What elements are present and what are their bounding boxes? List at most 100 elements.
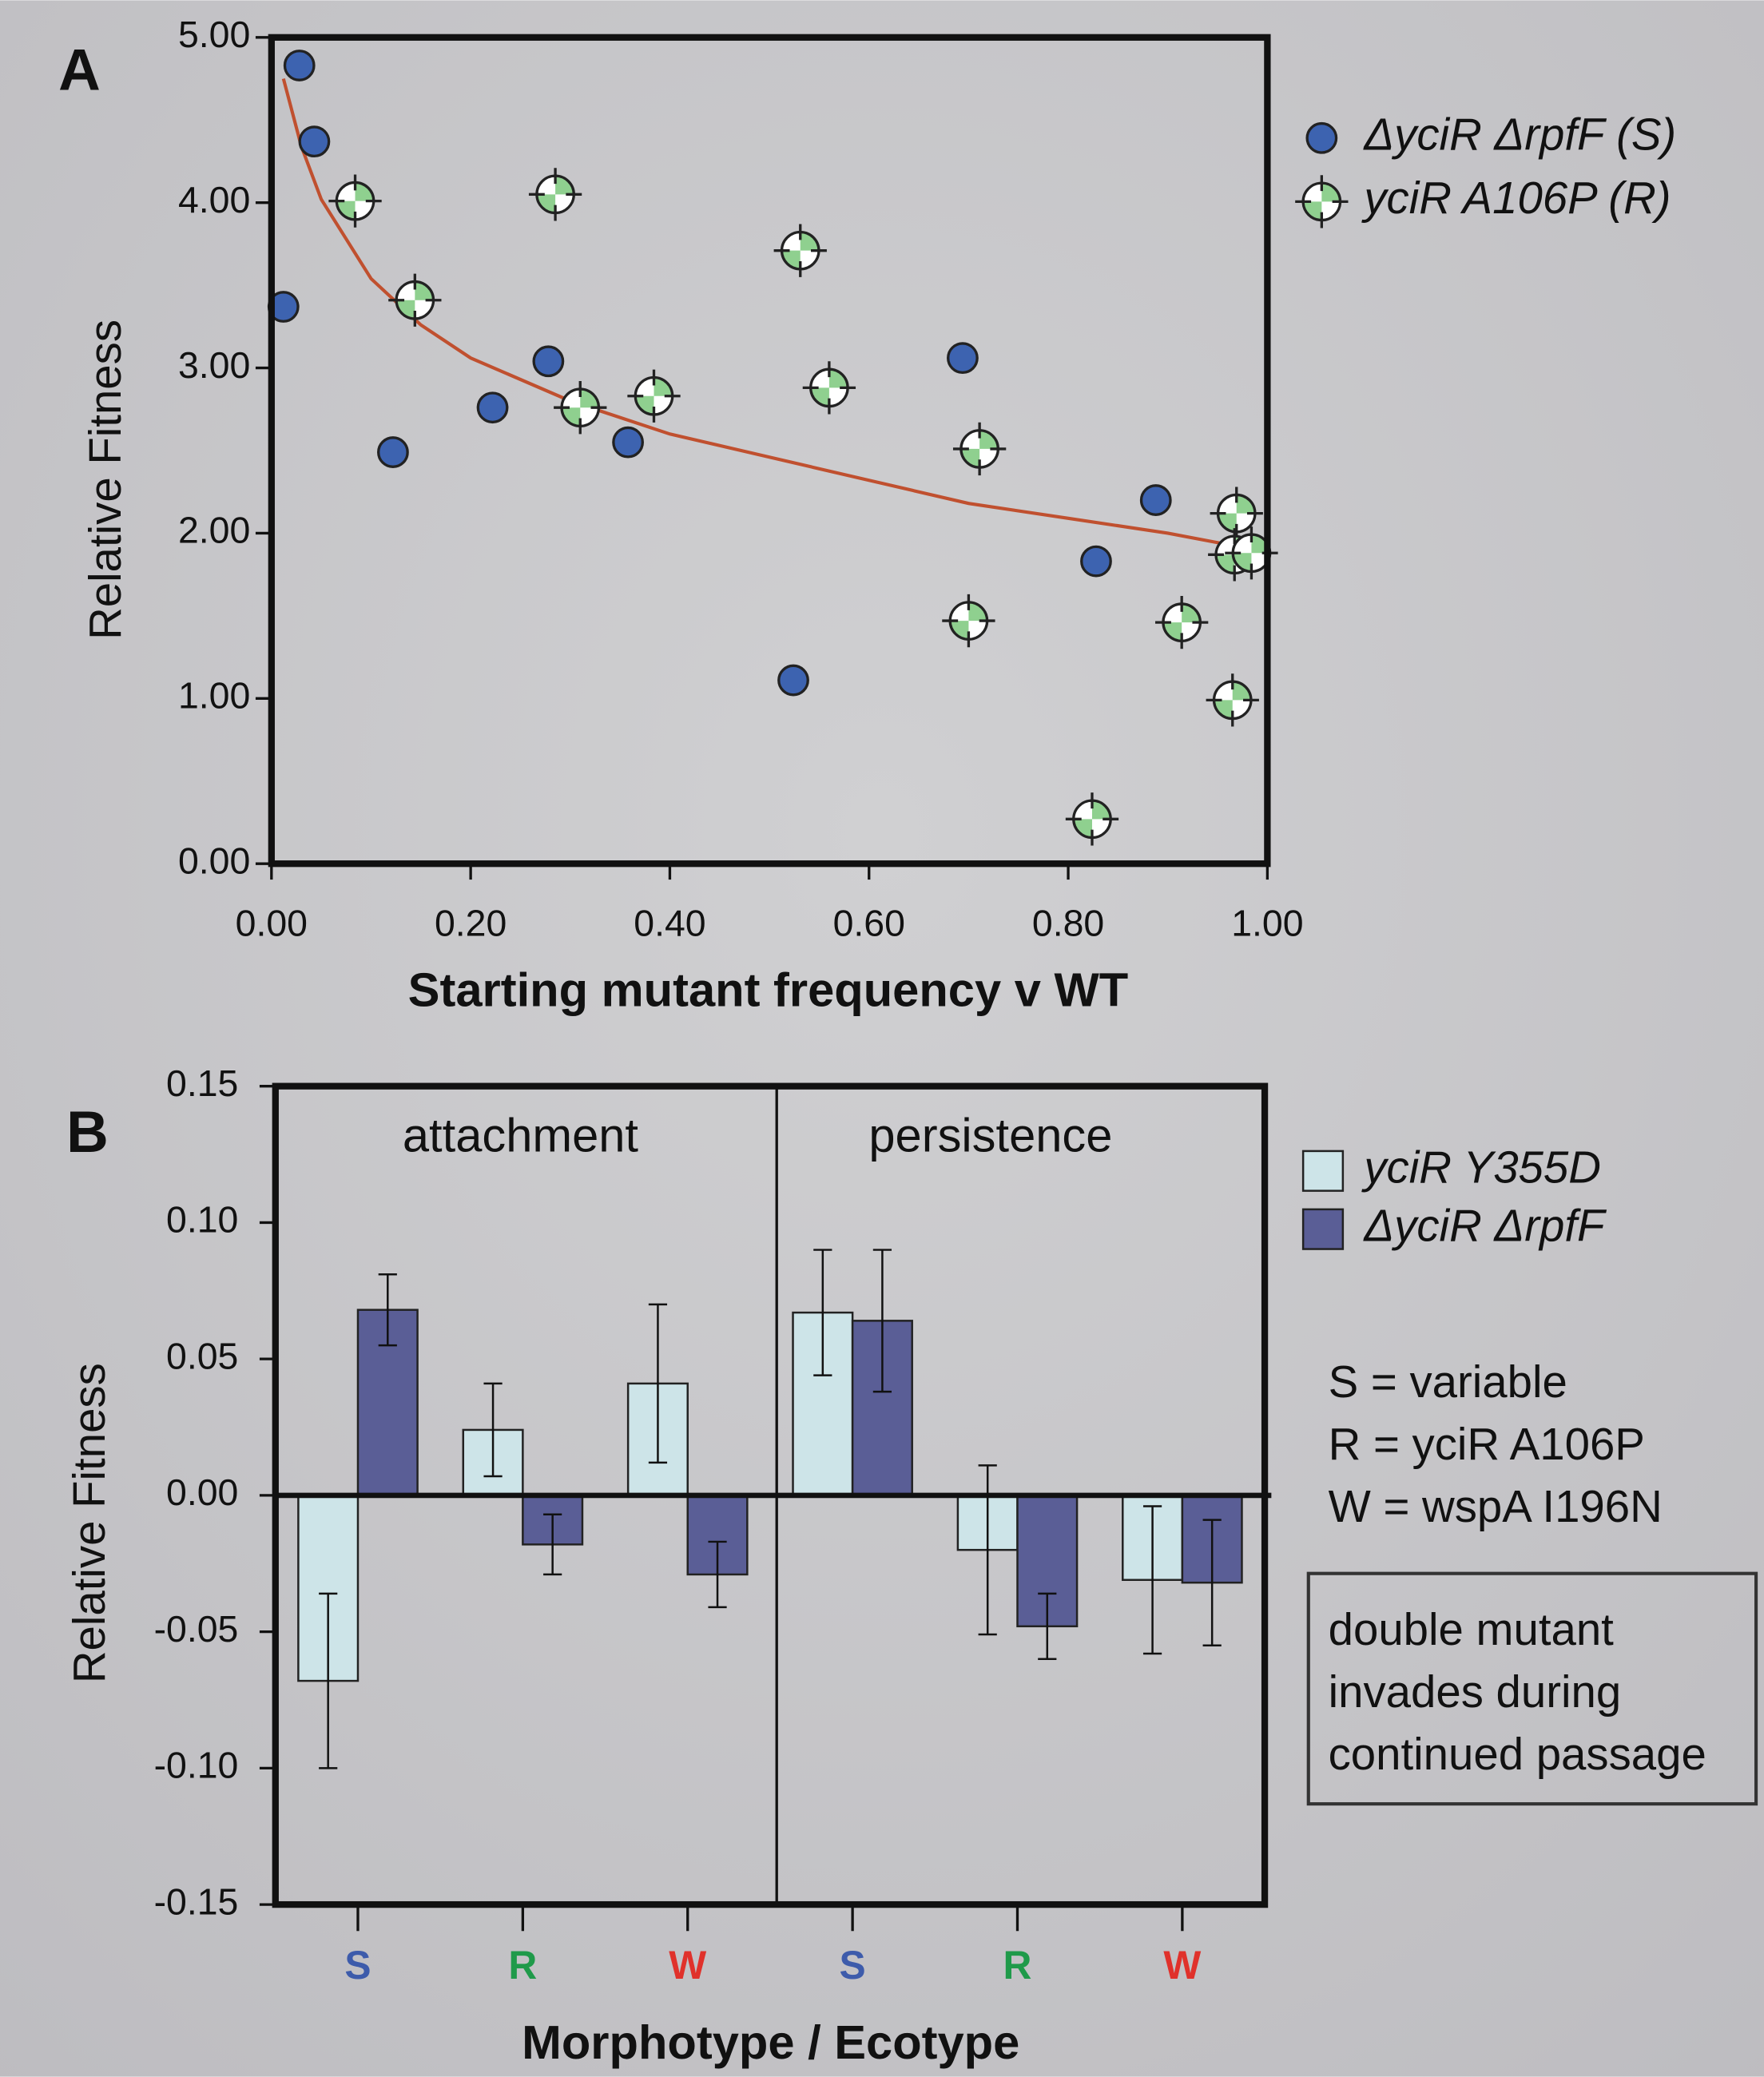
error-bar xyxy=(872,1249,892,1393)
y-tick-label: 5.00 xyxy=(178,14,250,55)
x-tick-label: R xyxy=(508,1943,537,1988)
error-bar xyxy=(708,1540,727,1609)
x-tick-label: 0.80 xyxy=(1032,902,1104,943)
marker-quarters xyxy=(1073,800,1111,838)
legend-swatch xyxy=(1301,1150,1345,1192)
error-bar xyxy=(543,1513,562,1576)
legend-marker xyxy=(1305,121,1338,154)
point xyxy=(1065,792,1119,846)
error-bar xyxy=(319,1592,338,1769)
point xyxy=(476,391,509,424)
marker-quarters xyxy=(1218,494,1255,532)
point xyxy=(952,422,1007,476)
marker-quarters xyxy=(396,281,434,319)
error-bar xyxy=(483,1382,503,1478)
fit-curve xyxy=(281,77,1238,549)
annotation: R = yciR A106P xyxy=(1329,1419,1645,1469)
marker-cross xyxy=(942,594,995,648)
y-tick-label: 3.00 xyxy=(178,344,250,386)
y-tick-label: 0.10 xyxy=(166,1199,238,1241)
y-tick-label: 4.00 xyxy=(178,179,250,220)
marker-quarters xyxy=(960,430,999,468)
x-tick-label: S xyxy=(344,1943,371,1988)
marker-shape xyxy=(532,345,565,378)
y-tick-label: 0.15 xyxy=(166,1062,238,1104)
annotation: S = variable xyxy=(1329,1356,1567,1407)
annotation-box-text: double mutant xyxy=(1329,1604,1615,1654)
point xyxy=(947,342,979,375)
point xyxy=(942,594,995,648)
y-tick-label: -0.10 xyxy=(154,1745,239,1786)
marker-cross xyxy=(328,174,382,228)
annotation-box-text: continued passage xyxy=(1329,1729,1706,1779)
y-tick-label: 0.05 xyxy=(166,1335,238,1376)
marker-quarters xyxy=(1214,681,1251,719)
marker-cross xyxy=(1295,175,1349,228)
marker-cross xyxy=(528,168,582,221)
point xyxy=(1206,673,1259,727)
marker-quarters xyxy=(810,369,848,407)
point xyxy=(298,125,331,158)
legend-label: yciR Y355D xyxy=(1361,1142,1601,1193)
point xyxy=(777,664,809,697)
x-tick-label: 0.60 xyxy=(833,902,905,943)
panel-title: attachment xyxy=(403,1109,639,1162)
y-tick-label: 2.00 xyxy=(178,510,250,551)
legend-label: yciR A106P (R) xyxy=(1361,173,1671,223)
error-bar xyxy=(1142,1505,1162,1655)
annotation: W = wspA I196N xyxy=(1329,1481,1663,1531)
plot-frame xyxy=(272,1082,1269,1908)
panel-label: B xyxy=(66,1100,109,1165)
legend-label: ΔyciR ΔrpfF xyxy=(1362,1201,1607,1251)
marker-cross xyxy=(1210,486,1263,540)
x-axis-label: Morphotype / Ecotype xyxy=(522,2015,1019,2069)
marker-shape xyxy=(283,50,316,81)
marker-shape xyxy=(1305,121,1338,154)
y-tick-label: -0.15 xyxy=(154,1880,239,1922)
marker-quarters xyxy=(336,182,374,220)
x-tick-label: W xyxy=(669,1943,706,1988)
marker-quarters xyxy=(536,176,574,213)
panel-label: A xyxy=(58,38,101,102)
point xyxy=(1139,484,1172,516)
marker-shape xyxy=(476,391,509,424)
marker-quarters xyxy=(1233,534,1270,572)
x-tick-label: S xyxy=(840,1943,866,1988)
marker-cross xyxy=(802,361,856,415)
error-bar xyxy=(813,1249,832,1376)
legend-marker xyxy=(1295,175,1349,228)
y-axis-label: Relative Fitness xyxy=(80,320,130,640)
marker-quarters xyxy=(562,389,599,427)
point xyxy=(528,168,582,221)
point xyxy=(1155,595,1209,649)
point xyxy=(328,174,382,228)
plot-frame xyxy=(268,34,1271,868)
point xyxy=(377,436,409,468)
marker-cross xyxy=(1206,673,1259,727)
point xyxy=(802,361,856,415)
marker-shape xyxy=(1139,484,1172,516)
marker-shape xyxy=(612,426,644,459)
panel-title: persistence xyxy=(868,1109,1112,1162)
y-axis-label: Relative Fitness xyxy=(64,1363,114,1683)
marker-cross xyxy=(627,369,681,423)
x-tick-label: 1.00 xyxy=(1231,902,1303,943)
marker-quarters xyxy=(1162,603,1201,641)
marker-quarters xyxy=(781,232,819,269)
error-bar xyxy=(1202,1519,1222,1646)
point xyxy=(612,426,644,459)
point xyxy=(1080,545,1112,578)
x-tick-label: 0.40 xyxy=(634,902,705,943)
marker-shape xyxy=(777,664,809,697)
marker-cross xyxy=(1155,595,1209,649)
x-tick-label: R xyxy=(1003,1943,1032,1988)
x-axis-label: Starting mutant frequency v WT xyxy=(408,963,1129,1016)
point xyxy=(1210,486,1263,540)
y-tick-label: 0.00 xyxy=(166,1471,238,1513)
legend-label: ΔyciR ΔrpfF (S) xyxy=(1362,109,1676,160)
legend-swatch xyxy=(1301,1208,1345,1250)
marker-cross xyxy=(388,273,442,327)
point xyxy=(283,50,316,81)
marker-cross xyxy=(1065,792,1119,846)
